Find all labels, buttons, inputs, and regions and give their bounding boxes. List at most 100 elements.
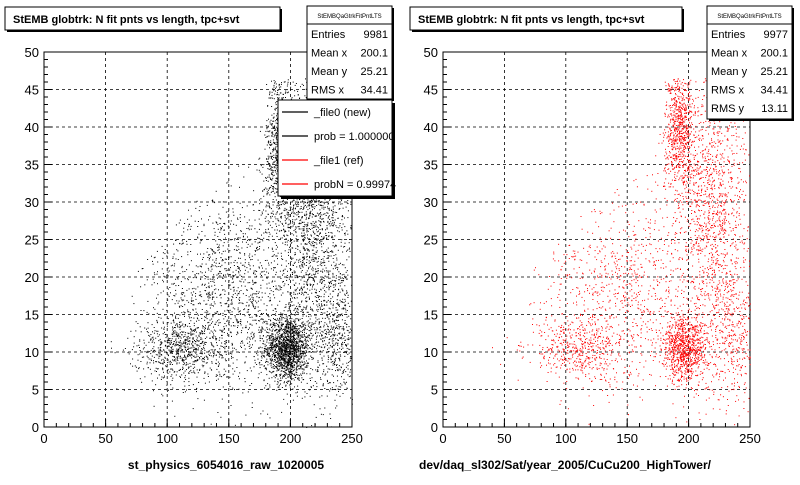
data-point bbox=[273, 339, 274, 340]
data-point bbox=[292, 373, 293, 374]
data-point bbox=[280, 344, 281, 345]
data-point bbox=[236, 234, 237, 235]
data-point bbox=[275, 348, 276, 349]
data-point bbox=[258, 301, 259, 302]
data-point bbox=[272, 344, 273, 345]
data-point bbox=[200, 294, 201, 295]
data-point bbox=[297, 239, 298, 240]
data-point bbox=[243, 309, 244, 310]
data-point bbox=[180, 358, 181, 359]
data-point bbox=[306, 224, 307, 225]
data-point bbox=[276, 376, 277, 377]
data-point bbox=[220, 257, 221, 258]
data-point bbox=[184, 296, 185, 297]
data-point bbox=[281, 84, 282, 85]
data-point bbox=[290, 344, 291, 345]
data-point bbox=[295, 85, 296, 86]
data-point bbox=[282, 378, 283, 379]
data-point bbox=[293, 209, 294, 210]
data-point bbox=[275, 337, 276, 338]
data-point bbox=[278, 362, 279, 363]
data-point bbox=[292, 343, 293, 344]
data-point bbox=[286, 378, 287, 379]
data-point bbox=[312, 243, 313, 244]
data-point bbox=[196, 277, 197, 278]
data-point bbox=[271, 81, 272, 82]
data-point bbox=[132, 296, 133, 297]
data-point bbox=[186, 269, 187, 270]
data-point bbox=[166, 278, 167, 279]
data-point bbox=[258, 249, 259, 250]
data-point bbox=[299, 199, 300, 200]
data-point bbox=[298, 335, 299, 336]
data-point bbox=[294, 338, 295, 339]
data-point bbox=[284, 215, 285, 216]
data-point bbox=[210, 279, 211, 280]
data-point bbox=[290, 221, 291, 222]
data-point bbox=[272, 256, 273, 257]
data-point bbox=[266, 205, 267, 206]
data-point bbox=[228, 351, 229, 352]
data-point bbox=[287, 203, 288, 204]
data-point bbox=[307, 279, 308, 280]
data-point bbox=[270, 142, 271, 143]
data-point bbox=[299, 340, 300, 341]
data-point bbox=[317, 311, 318, 312]
data-point bbox=[267, 136, 268, 137]
data-point bbox=[181, 256, 182, 257]
data-point bbox=[293, 337, 294, 338]
data-point bbox=[267, 260, 268, 261]
data-point bbox=[291, 348, 292, 349]
data-point bbox=[303, 230, 304, 231]
data-point bbox=[286, 355, 287, 356]
data-point bbox=[239, 372, 240, 373]
data-point bbox=[264, 380, 265, 381]
data-point bbox=[310, 340, 311, 341]
data-point bbox=[277, 351, 278, 352]
data-point bbox=[287, 212, 288, 213]
data-point bbox=[330, 225, 331, 226]
data-point bbox=[295, 275, 296, 276]
data-point bbox=[185, 324, 186, 325]
data-point bbox=[258, 377, 259, 378]
data-point bbox=[240, 275, 241, 276]
data-point bbox=[242, 327, 243, 328]
data-point bbox=[275, 165, 276, 166]
data-point bbox=[214, 202, 215, 203]
data-point bbox=[209, 292, 210, 293]
data-point bbox=[202, 259, 203, 260]
data-point bbox=[284, 381, 285, 382]
data-point bbox=[201, 266, 202, 267]
data-point bbox=[174, 270, 175, 271]
data-point bbox=[289, 351, 290, 352]
data-point bbox=[256, 282, 257, 283]
data-point bbox=[240, 214, 241, 215]
data-point bbox=[202, 359, 203, 360]
data-point bbox=[260, 364, 261, 365]
data-point bbox=[200, 271, 201, 272]
data-point bbox=[273, 267, 274, 268]
data-point bbox=[263, 238, 264, 239]
data-point bbox=[302, 369, 303, 370]
data-point bbox=[271, 335, 272, 336]
data-point bbox=[293, 357, 294, 358]
data-point bbox=[215, 331, 216, 332]
data-point bbox=[231, 185, 232, 186]
data-point bbox=[292, 221, 293, 222]
data-point bbox=[234, 289, 235, 290]
data-point bbox=[283, 358, 284, 359]
data-point bbox=[262, 292, 263, 293]
data-point bbox=[273, 345, 274, 346]
data-point bbox=[231, 353, 232, 354]
data-point bbox=[249, 225, 250, 226]
data-point bbox=[240, 310, 241, 311]
data-point bbox=[191, 301, 192, 302]
data-point bbox=[263, 319, 264, 320]
data-point bbox=[256, 353, 257, 354]
data-point bbox=[266, 310, 267, 311]
data-point bbox=[289, 371, 290, 372]
data-point bbox=[239, 300, 240, 301]
data-point bbox=[260, 335, 261, 336]
data-point bbox=[181, 312, 182, 313]
data-point bbox=[269, 283, 270, 284]
